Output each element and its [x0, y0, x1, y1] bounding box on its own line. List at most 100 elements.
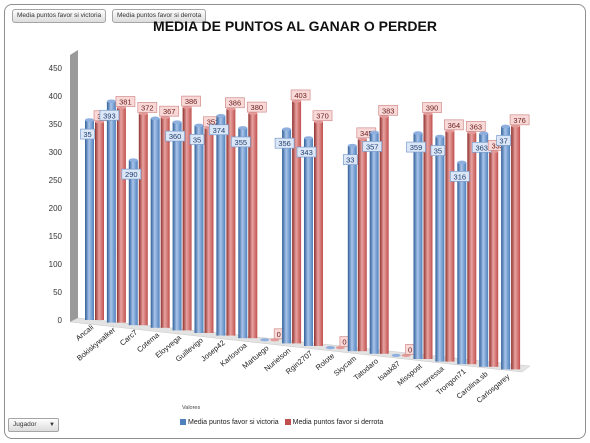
bar-victoria-cap: [369, 130, 379, 135]
chart-title: MEDIA DE PUNTOS AL GANAR O PERDER: [153, 18, 437, 34]
bar-derrota: [489, 151, 499, 367]
data-label-victoria: 343: [300, 148, 313, 157]
filter-field-button-derrota[interactable]: Media puntos favor si derrota: [112, 9, 207, 23]
bar-derrota: [160, 117, 170, 328]
bar-victoria-cap: [413, 131, 423, 135]
data-label-victoria-box: [99, 109, 120, 121]
data-label-derrota: 352: [207, 118, 220, 127]
bar-victoria: [435, 136, 445, 362]
data-label-victoria-box: [80, 128, 95, 140]
y-tick-label: 400: [49, 92, 63, 101]
bar-victoria: [106, 101, 116, 323]
bar-victoria: [347, 145, 357, 352]
data-label-victoria-box: [342, 154, 358, 165]
legend-label-victoria: Media puntos favor si victoria: [188, 419, 279, 426]
bar-victoria-cap: [172, 120, 182, 124]
data-label-victoria-box: [296, 146, 317, 158]
bar-victoria-cap: [479, 131, 489, 136]
y-tick-label: 50: [53, 288, 62, 297]
bar-victoria: [194, 125, 204, 333]
jugador-field-dropdown[interactable]: Jugador ▼: [8, 418, 59, 432]
bar-victoria-cap: [216, 113, 226, 118]
data-label-derrota-box: [444, 119, 464, 131]
data-label-derrota: 345: [360, 129, 373, 138]
data-label-victoria-box: [430, 145, 446, 156]
data-label-derrota: 363: [470, 122, 483, 131]
bar-derrota: [379, 116, 389, 354]
bar-victoria-cap: [106, 99, 116, 104]
data-label-victoria-box: [165, 130, 185, 142]
data-label-derrota: 376: [513, 116, 526, 125]
bar-victoria: [238, 127, 248, 339]
y-tick-label: 0: [58, 316, 63, 325]
bar-victoria: [85, 120, 94, 320]
bar-victoria: [304, 138, 313, 346]
x-tick-label: Ancali: [74, 322, 96, 342]
legend-label-derrota: Media puntos favor si derrota: [292, 419, 384, 426]
bar-victoria-cap: [128, 158, 138, 162]
data-label-derrota: 0: [342, 338, 346, 347]
bar-derrota: [138, 113, 148, 326]
bar-derrota: [314, 121, 323, 346]
data-label-derrota: 386: [229, 99, 242, 108]
data-label-derrota: 386: [185, 97, 198, 106]
data-label-victoria-box: [209, 124, 229, 136]
data-label-derrota: 364: [448, 121, 461, 130]
legend: Media puntos favor si victoria Media pun…: [180, 419, 387, 426]
data-label-derrota: 0: [277, 330, 281, 339]
bar-victoria-cap: [238, 126, 248, 130]
filter-field-button-victoria[interactable]: Media puntos favor si victoria: [12, 9, 107, 23]
bar-victoria-zero: [260, 338, 270, 342]
bar-victoria-cap: [457, 160, 467, 165]
legend-swatch-red: [284, 419, 291, 426]
bar-derrota: [116, 107, 126, 323]
data-label-victoria-box: [496, 135, 511, 146]
data-label-derrota: 0: [408, 345, 412, 354]
bar-victoria-cap: [85, 118, 94, 122]
bar-derrota: [226, 108, 236, 336]
bar-victoria-zero: [391, 353, 401, 357]
data-label-derrota: 367: [163, 107, 176, 116]
bar-victoria-cap: [347, 143, 357, 148]
data-label-victoria: 356: [278, 139, 291, 148]
data-label-victoria: 393: [103, 111, 116, 120]
legend-item-victoria: Media puntos favor si victoria: [180, 419, 279, 426]
y-tick-label: 250: [49, 176, 63, 185]
bar-victoria: [413, 133, 423, 359]
data-label-derrota-box: [378, 104, 399, 116]
legend-item-derrota: Media puntos favor si derrota: [284, 419, 384, 426]
data-label-derrota-box: [159, 105, 180, 117]
data-label-victoria: 360: [169, 132, 182, 141]
data-label-victoria: 37: [499, 136, 507, 145]
data-label-derrota-box: [290, 89, 311, 101]
bar-derrota: [204, 127, 214, 333]
y-tick-label: 100: [49, 260, 63, 269]
bar-derrota: [292, 100, 302, 344]
jugador-field-label: Jugador: [13, 421, 37, 428]
bar-victoria: [501, 126, 511, 370]
data-label-derrota-box: [312, 110, 333, 122]
data-label-victoria-box: [362, 141, 383, 152]
bar-victoria-cap: [282, 127, 292, 132]
data-label-victoria: 35: [83, 130, 91, 139]
data-label-derrota-box: [422, 102, 442, 113]
bar-victoria: [150, 118, 160, 328]
data-label-victoria-box: [449, 171, 470, 182]
data-label-victoria: 290: [125, 170, 138, 179]
data-label-victoria: 316: [454, 172, 467, 181]
y-tick-label: 150: [49, 232, 63, 241]
bar-derrota: [511, 125, 521, 370]
data-label-victoria-box: [406, 141, 426, 153]
bar-victoria: [479, 133, 489, 367]
data-label-victoria: 359: [410, 143, 423, 152]
bar-victoria-cap: [501, 124, 511, 129]
values-field-label: Valores: [182, 405, 201, 411]
bar-victoria-zero: [325, 346, 335, 350]
data-label-derrota: 335: [491, 141, 504, 150]
bar-victoria: [216, 115, 226, 336]
data-label-victoria: 35: [193, 135, 201, 144]
data-label-derrota: 383: [382, 106, 395, 115]
bar-derrota: [445, 130, 455, 362]
bar-victoria-cap: [194, 123, 204, 128]
